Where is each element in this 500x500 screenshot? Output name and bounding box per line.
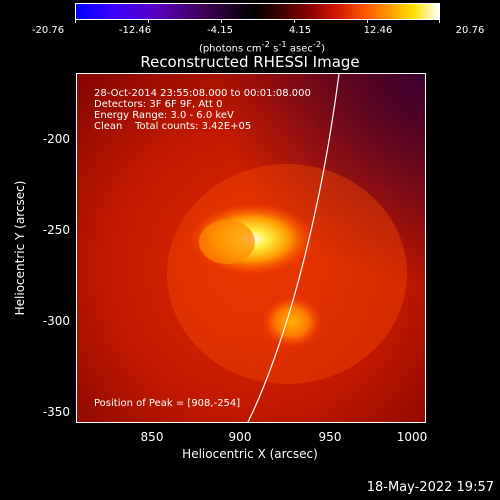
x-tick-label: 950 [318, 430, 342, 444]
colorbar-tick [221, 19, 222, 23]
y-tick-label: -250 [42, 223, 70, 237]
colorbar-tick [439, 19, 440, 23]
colorbar [75, 3, 440, 20]
annotation-clean: Clean Total counts: 3.42E+05 [94, 121, 252, 132]
footer-date: 18-May-2022 19:57 [366, 480, 494, 495]
x-tick-label: 850 [140, 430, 164, 444]
x-axis-label: Heliocentric X (arcsec) [182, 447, 318, 461]
y-tick-label: -200 [42, 132, 70, 146]
colorbar-label: -4.15 [207, 25, 233, 36]
colorbar-label: -20.76 [31, 25, 65, 36]
annotation-peak: Position of Peak = [908,-254] [94, 398, 241, 409]
annotation-time: 28-Oct-2014 23:55:08.000 to 00:01:08.000 [94, 88, 311, 99]
annotation-detectors: Detectors: 3F 6F 9F, Att 0 [94, 99, 223, 110]
colorbar-tick [294, 19, 295, 23]
colorbar-label: 12.46 [363, 25, 393, 36]
x-tick-label: 1000 [396, 430, 428, 444]
y-axis-label: Heliocentric Y (arcsec) [13, 180, 27, 316]
colorbar-label: 20.76 [455, 25, 485, 36]
colorbar-label: -12.46 [118, 25, 152, 36]
colorbar-label: 4.15 [288, 25, 312, 36]
annotation-energy: Energy Range: 3.0 - 6.0 keV [94, 110, 234, 121]
rhessi-image: 28-Oct-2014 23:55:08.000 to 00:01:08.000… [76, 73, 426, 423]
image-title: Reconstructed RHESSI Image [140, 53, 360, 71]
colorbar-tick [75, 19, 76, 23]
image-canvas [77, 74, 425, 422]
y-tick-label: -300 [42, 314, 70, 328]
colorbar-tick [367, 19, 368, 23]
colorbar-tick [148, 19, 149, 23]
x-tick-label: 900 [228, 430, 252, 444]
colorbar-unit: (photons cm-2 s-1 asec-2) [198, 39, 326, 55]
y-tick-label: -350 [42, 405, 70, 419]
